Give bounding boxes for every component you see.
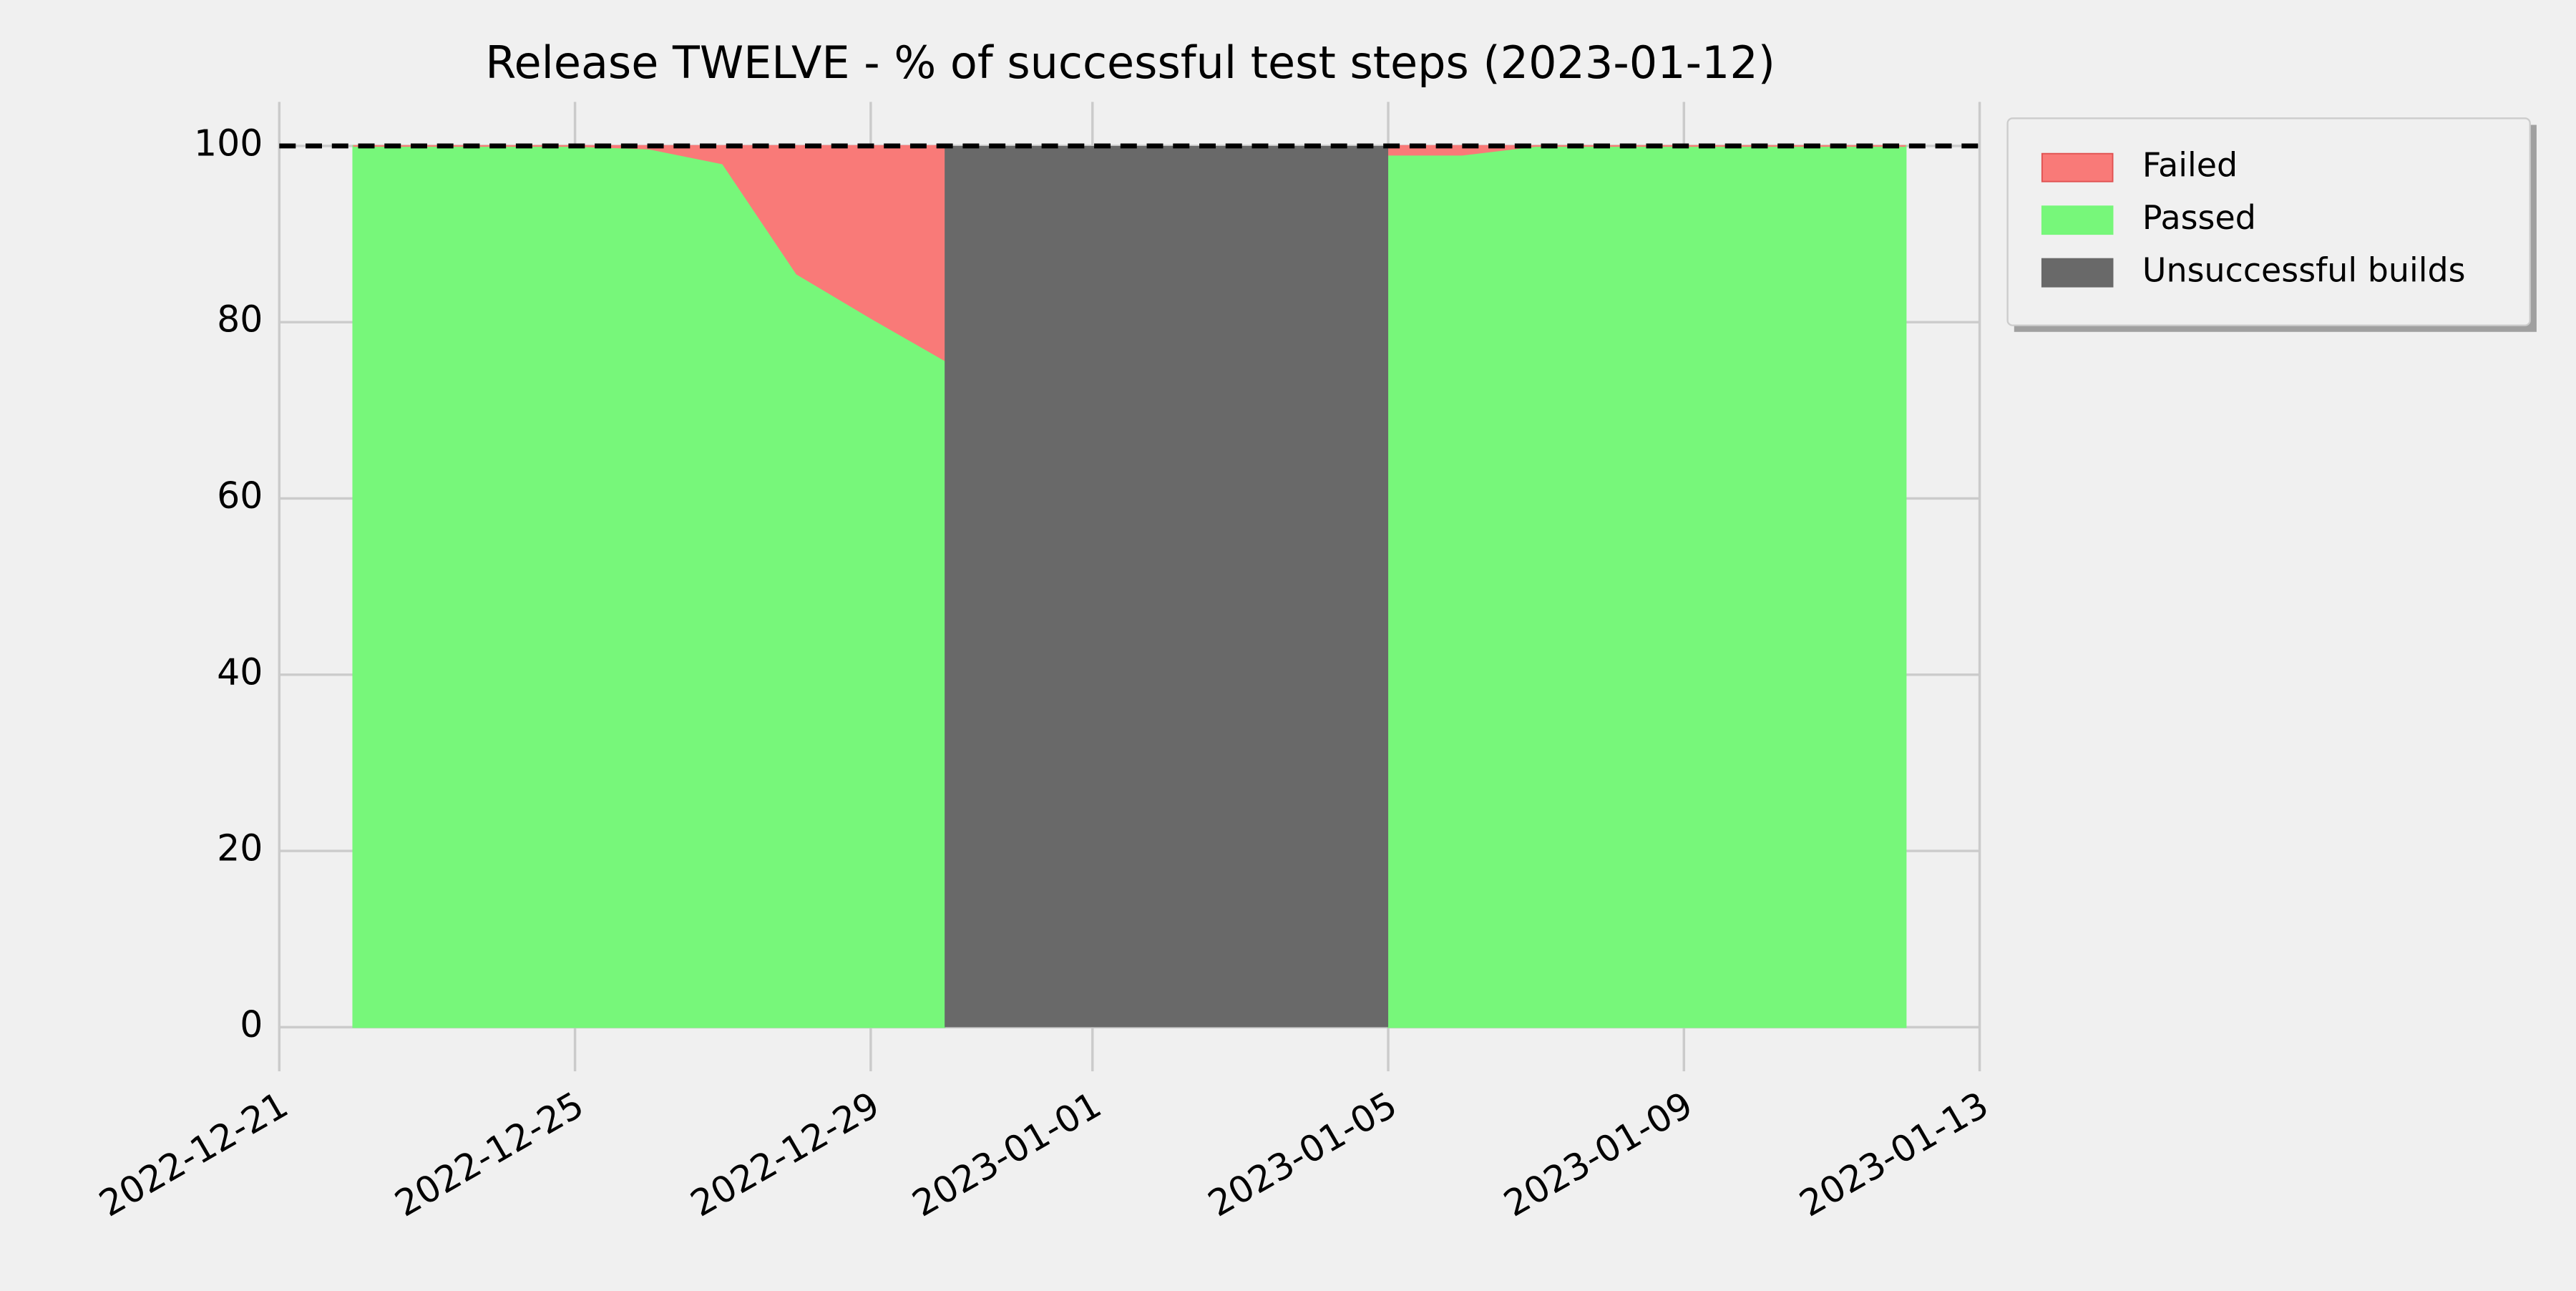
legend-label: Unsuccessful builds: [2142, 251, 2466, 290]
legend-box: [2006, 117, 2531, 326]
legend-label: Passed: [2142, 198, 2256, 237]
legend: Failed Passed Unsuccessful builds: [2006, 117, 2537, 332]
y-tick-label: 60: [217, 474, 263, 517]
areas: [279, 143, 1980, 1028]
unsuccessful-span: [945, 145, 1389, 1028]
legend-label: Failed: [2142, 146, 2238, 185]
legend-swatch: [2041, 205, 2114, 235]
y-tick-label: 40: [217, 651, 263, 693]
y-tick-label: 100: [194, 122, 263, 164]
legend-swatch: [2041, 152, 2114, 182]
chart-title: Release TWELVE - % of successful test st…: [485, 36, 1775, 89]
legend-swatch: [2041, 258, 2114, 288]
y-tick-label: 0: [240, 1003, 263, 1046]
y-tick-label: 80: [217, 298, 263, 341]
y-tick-label: 20: [217, 827, 263, 869]
